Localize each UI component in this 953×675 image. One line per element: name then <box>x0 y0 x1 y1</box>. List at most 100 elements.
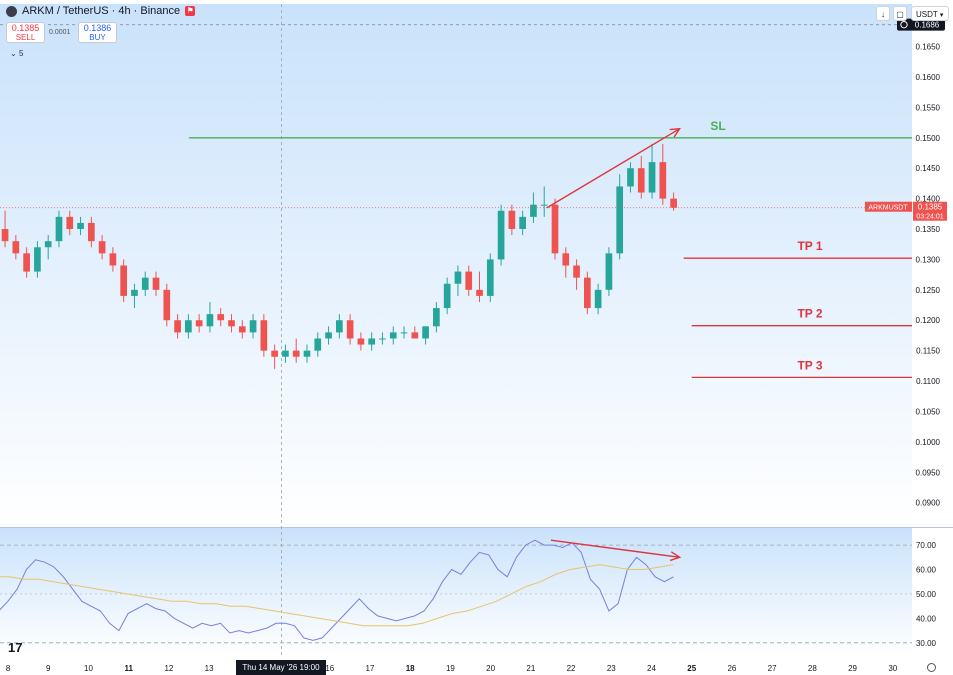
candle-body <box>109 253 117 266</box>
candle-body <box>314 338 322 351</box>
candle-body <box>422 326 429 339</box>
candle-countdown-label: 03:24:01 <box>916 214 943 221</box>
rsi-axis-tick: 50.00 <box>916 590 937 599</box>
price-axis-tick: 0.1100 <box>916 377 940 386</box>
price-axis-tick: 0.1250 <box>916 286 941 295</box>
price-axis-tick: 0.1350 <box>916 225 941 234</box>
candle-body <box>648 162 656 193</box>
level-label: TP 1 <box>797 239 822 253</box>
target-icon <box>900 20 908 29</box>
candle-body <box>174 320 181 333</box>
candle-body <box>519 216 526 230</box>
candle-body <box>292 350 300 357</box>
gear-icon[interactable] <box>927 663 936 672</box>
candle-body <box>573 265 580 278</box>
price-axis-tick: 0.0950 <box>916 468 941 477</box>
candle-body <box>260 320 268 351</box>
price-axis-tick: 0.1650 <box>916 43 941 52</box>
time-axis-tick: 16 <box>325 664 334 673</box>
chevron-down-icon: ⌄ <box>10 49 17 58</box>
candle-body <box>379 338 386 340</box>
candle-body <box>66 216 74 230</box>
candle-body <box>605 253 613 290</box>
buy-button[interactable]: 0.1386 BUY <box>78 22 117 43</box>
time-axis-tick: 21 <box>526 664 535 673</box>
time-axis-tick: 10 <box>84 664 93 673</box>
candle-body <box>185 320 192 333</box>
time-axis-tick: 26 <box>727 664 736 673</box>
price-axis-tick: 0.1500 <box>916 134 941 143</box>
time-axis-tick: 11 <box>124 664 133 673</box>
candle-body <box>12 241 20 254</box>
layout-button[interactable]: ▢ <box>893 6 907 21</box>
chart-header: ARKM / TetherUS · 4h · Binance ⚑ <box>6 5 196 17</box>
tradingview-logo-icon[interactable]: 17 <box>8 640 23 655</box>
candle-body <box>508 210 516 230</box>
buy-price: 0.1386 <box>83 23 112 33</box>
price-axis-tick: 0.1300 <box>916 255 941 264</box>
candle-body <box>141 277 149 290</box>
price-axis-tick: 0.1400 <box>916 195 941 204</box>
time-axis-tick: 17 <box>366 664 375 673</box>
candle-body <box>282 350 289 357</box>
candle-body <box>400 332 408 334</box>
rsi-divergence-arrow <box>550 539 680 559</box>
time-axis-tick: 29 <box>848 664 857 673</box>
candle-body <box>497 210 505 260</box>
currency-select[interactable]: USDT ▾ <box>911 6 949 21</box>
symbol-badge <box>865 201 912 212</box>
price-axis-tick: 0.1150 <box>916 347 940 356</box>
flag-icon[interactable]: ⚑ <box>185 6 196 16</box>
candle-body <box>206 314 214 327</box>
candle-body <box>670 198 677 208</box>
candle-body <box>465 271 473 290</box>
price-axis-tick: 0.1200 <box>916 316 941 325</box>
time-axis-tick: 23 <box>607 664 616 673</box>
chart-title[interactable]: ARKM / TetherUS · 4h · Binance <box>22 5 181 17</box>
rsi-divergence-arrow-head <box>669 551 682 562</box>
candle-body <box>131 289 138 296</box>
price-axis-tick: 0.0900 <box>916 499 941 508</box>
candle-body <box>411 332 419 339</box>
candle-body <box>616 186 624 254</box>
candle-body <box>34 247 41 272</box>
sell-price: 0.1385 <box>11 23 40 33</box>
price-axis-tick: 0.1000 <box>916 438 941 447</box>
time-axis-tick: 19 <box>446 664 455 673</box>
candle-body <box>98 241 106 254</box>
time-axis-tick: 27 <box>768 664 777 673</box>
indicator-legend-toggle[interactable]: ⌄ 5 <box>10 49 23 58</box>
sell-button[interactable]: 0.1385 SELL <box>6 22 45 43</box>
download-button[interactable]: ↓ <box>876 6 890 21</box>
candle-body <box>120 265 128 296</box>
candle-body <box>540 204 548 206</box>
buy-label: BUY <box>89 33 106 42</box>
current-price-badge <box>913 201 947 221</box>
candle-body <box>627 168 634 187</box>
time-axis-tick: 22 <box>567 664 576 673</box>
currency-value: USDT <box>916 10 938 19</box>
candle-body <box>271 350 278 357</box>
candle-body <box>486 259 494 296</box>
candle-body <box>530 204 537 217</box>
time-axis-tick: 20 <box>486 664 495 673</box>
candle-body <box>77 222 84 230</box>
candle-body <box>23 253 30 272</box>
time-axis-tick: 18 <box>406 664 415 673</box>
candle-body <box>594 289 602 309</box>
price-axis-tick: 0.1550 <box>916 103 941 112</box>
rsi-axis-tick: 60.00 <box>916 566 937 575</box>
candle-body <box>659 162 667 199</box>
candle-body <box>357 338 365 345</box>
crosshair-time-label: Thu 14 May '26 19:00 <box>236 660 326 675</box>
time-axis-tick: 9 <box>46 664 51 673</box>
candle-body <box>1 229 9 242</box>
candle-body <box>87 222 95 242</box>
candle-body <box>637 168 645 193</box>
time-axis-tick: 30 <box>888 664 897 673</box>
current-price-label: 0.1385 <box>918 203 943 212</box>
indicator-count: 5 <box>18 49 24 58</box>
rsi-axis-tick: 70.00 <box>916 541 937 550</box>
candle-body <box>433 308 440 327</box>
